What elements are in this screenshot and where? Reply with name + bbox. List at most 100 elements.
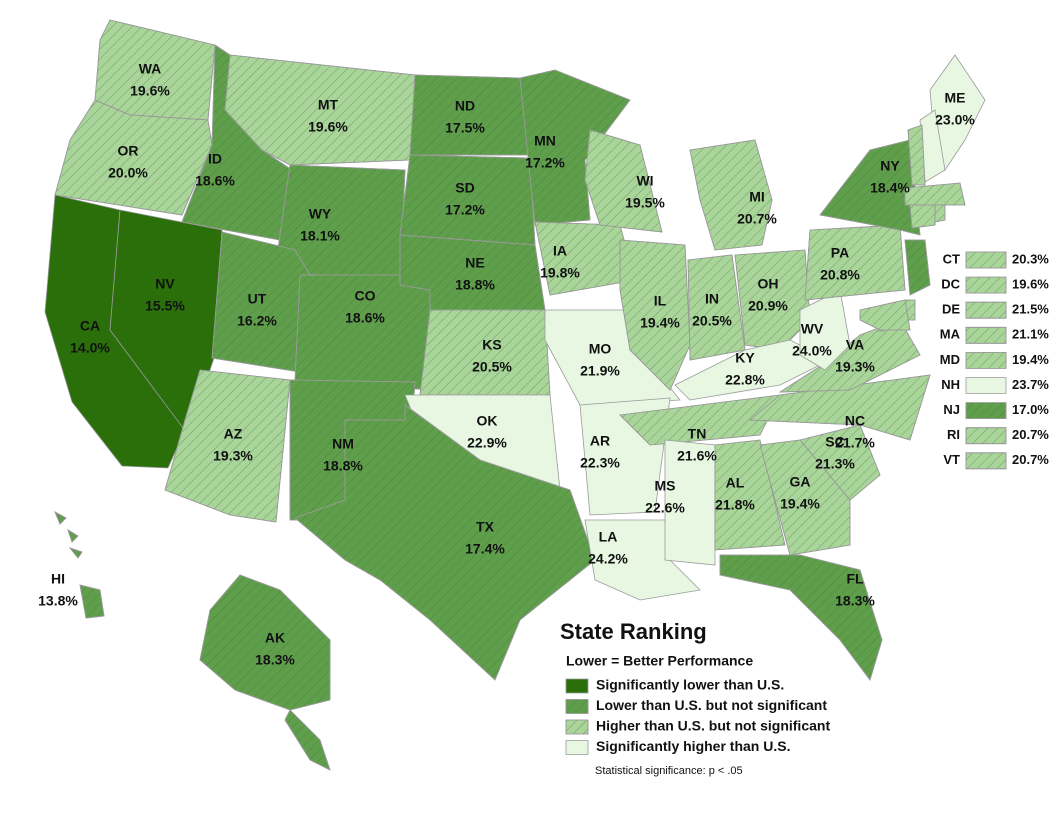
state-abbr: AK	[265, 630, 285, 646]
state-abbr: IN	[705, 291, 719, 307]
state-value: 13.8%	[38, 593, 78, 609]
state-abbr: MN	[534, 133, 556, 149]
state-value: 18.4%	[870, 180, 910, 196]
inset-abbr: MD	[940, 352, 960, 367]
state-value: 21.9%	[580, 363, 620, 379]
inset-swatch-hatch	[965, 251, 1007, 269]
state-value: 17.4%	[465, 541, 505, 557]
state-value: 24.2%	[588, 551, 628, 567]
state-value: 18.1%	[300, 228, 340, 244]
inset-abbr: NH	[941, 377, 960, 392]
state-value: 18.8%	[323, 458, 363, 474]
state-shapes	[44, 19, 986, 771]
legend-note: Statistical significance: p < .05	[595, 765, 743, 777]
state-shape-hatch	[619, 394, 781, 446]
state-abbr: ID	[208, 151, 222, 167]
legend-swatch	[565, 740, 589, 755]
state-value: 16.2%	[237, 313, 277, 329]
state-abbr: UT	[248, 291, 267, 307]
state-abbr: SC	[825, 434, 844, 450]
state-abbr: CO	[355, 288, 376, 304]
state-shape-hatch	[714, 439, 786, 551]
state-value: 21.7%	[835, 435, 875, 451]
state-abbr: SD	[455, 180, 474, 196]
state-abbr: AL	[726, 475, 745, 491]
state-value: 18.6%	[345, 310, 385, 326]
legend-swatch	[565, 678, 589, 694]
inset-value: 21.5%	[1012, 302, 1049, 317]
legend-label: Significantly lower than U.S.	[596, 677, 784, 693]
state-value: 19.3%	[213, 448, 253, 464]
state-abbr: MS	[655, 478, 676, 494]
state-shape-hatch	[68, 547, 83, 559]
inset-value: 20.7%	[1012, 427, 1049, 442]
state-shape-hatch	[67, 529, 79, 543]
state-abbr: NY	[880, 158, 900, 174]
state-shape-hatch	[54, 99, 213, 216]
state-abbr: WI	[636, 173, 653, 189]
inset-swatch-hatch	[965, 452, 1007, 470]
state-shape-hatch	[284, 709, 331, 771]
state-value: 19.6%	[130, 83, 170, 99]
state-value: 19.6%	[308, 119, 348, 135]
state-value: 21.6%	[677, 448, 717, 464]
state-abbr: OH	[758, 276, 779, 292]
inset-value: 21.1%	[1012, 327, 1049, 342]
state-shape-hatch	[79, 584, 105, 619]
state-shape-hatch	[619, 239, 691, 391]
state-value: 22.6%	[645, 500, 685, 516]
state-value: 18.3%	[255, 652, 295, 668]
state-abbr: IL	[654, 293, 667, 309]
inset-swatch-hatch	[965, 351, 1007, 369]
state-shape-hatch	[759, 439, 851, 556]
state-value: 22.3%	[580, 455, 620, 471]
state-value: 24.0%	[792, 343, 832, 359]
state-value: 17.2%	[525, 155, 565, 171]
state-abbr: TX	[476, 519, 495, 535]
state-value: 22.9%	[467, 435, 507, 451]
state-shape-hatch	[804, 224, 906, 301]
inset-value: 20.7%	[1012, 452, 1049, 467]
legend-swatch-hatch	[565, 699, 589, 714]
state-labels: WA 19.6% OR 20.0% CA 14.0% NV 15.5% ID 18.6% MT 19.…	[38, 61, 975, 668]
state-value: 21.8%	[715, 497, 755, 513]
inset-abbr: MA	[940, 327, 961, 342]
state-shape-hatch	[584, 129, 663, 233]
state-abbr: ME	[945, 90, 966, 106]
state-value: 19.4%	[640, 315, 680, 331]
state-value: 15.5%	[145, 298, 185, 314]
state-shape-hatch	[409, 74, 531, 156]
state-value: 18.6%	[195, 173, 235, 189]
state-value: 17.2%	[445, 202, 485, 218]
inset-swatch-hatch	[965, 326, 1007, 344]
state-value: 20.9%	[748, 298, 788, 314]
state-value: 23.0%	[935, 112, 975, 128]
legend-title: State Ranking	[560, 619, 707, 644]
state-abbr: HI	[51, 571, 65, 587]
state-abbr: ND	[455, 98, 475, 114]
legend: State Ranking Lower = Better Performance…	[560, 619, 830, 777]
state-shape-hatch	[734, 249, 811, 351]
state-value: 17.5%	[445, 120, 485, 136]
legend-label: Significantly higher than U.S.	[596, 738, 790, 754]
legend-subtitle: Lower = Better Performance	[566, 653, 753, 669]
inset-abbr: NJ	[943, 402, 960, 417]
state-value: 19.3%	[835, 359, 875, 375]
small-state-legend: CT 20.3% DC 19.6% DE 21.5% MA 21.1% MD 19.4% NH 23.…	[940, 251, 1049, 470]
inset-swatch-hatch	[965, 276, 1007, 294]
state-value: 21.3%	[815, 456, 855, 472]
state-shape-hatch	[719, 554, 883, 681]
state-abbr: PA	[831, 245, 849, 261]
inset-value: 19.6%	[1012, 277, 1049, 292]
state-shape	[664, 439, 716, 566]
state-abbr: OK	[477, 413, 498, 429]
inset-swatch	[965, 377, 1007, 394]
state-shape-hatch	[54, 511, 67, 525]
state-shape-hatch	[294, 404, 596, 681]
state-abbr: MI	[749, 189, 765, 205]
state-abbr: WA	[139, 61, 162, 77]
legend-label: Higher than U.S. but not significant	[596, 718, 830, 734]
state-abbr: GA	[790, 474, 811, 490]
inset-value: 20.3%	[1012, 251, 1049, 266]
